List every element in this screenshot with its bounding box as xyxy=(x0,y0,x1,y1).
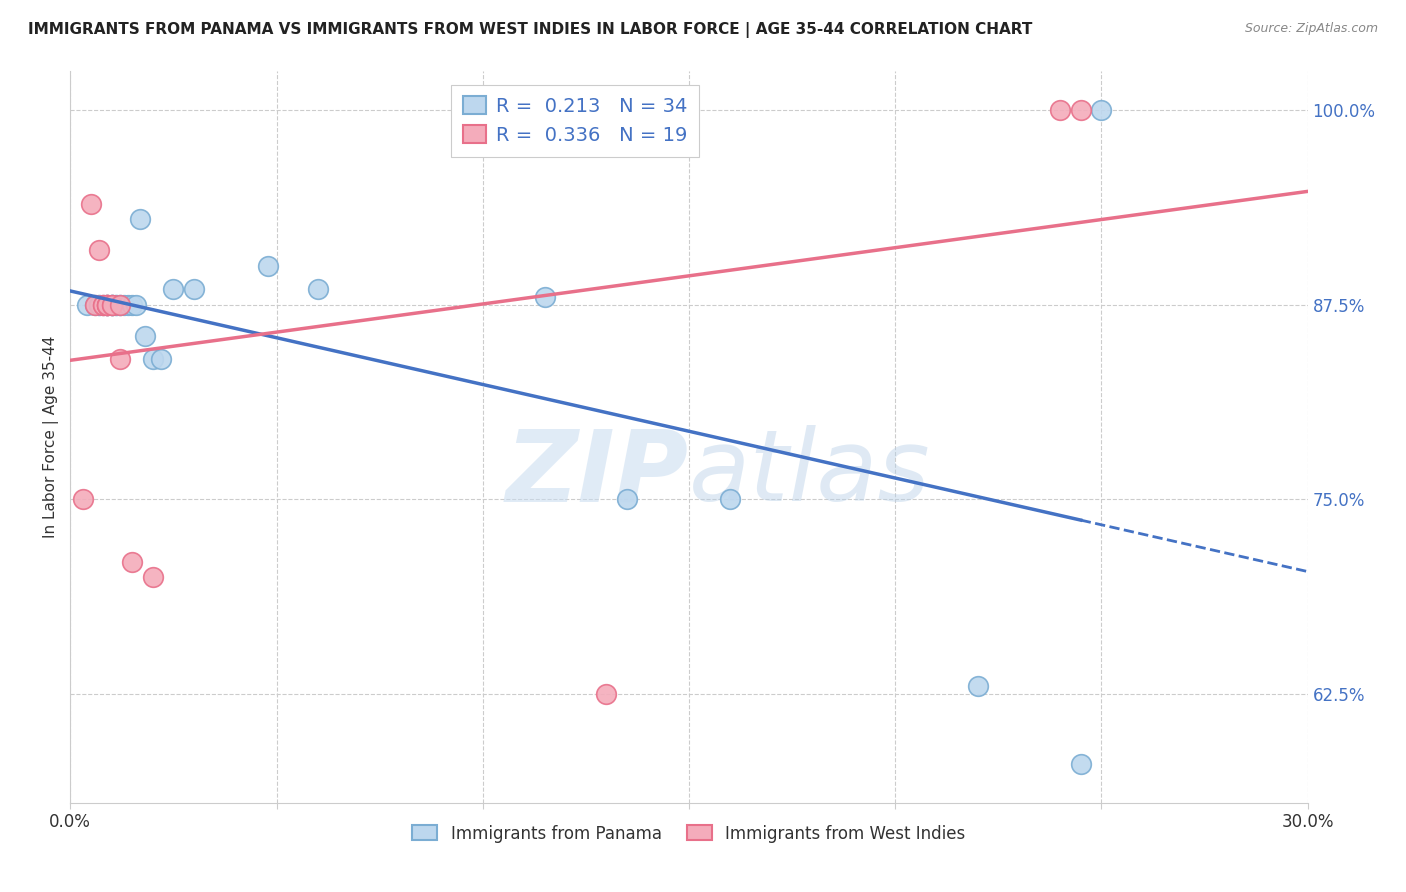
Point xyxy=(117,298,139,312)
Point xyxy=(142,570,165,584)
Text: atlas: atlas xyxy=(689,425,931,522)
Point xyxy=(100,298,122,312)
Point xyxy=(84,298,107,312)
Point xyxy=(89,298,111,312)
Point xyxy=(257,259,280,273)
Point xyxy=(96,298,118,312)
Point xyxy=(1070,756,1092,771)
Point xyxy=(100,298,122,312)
Point xyxy=(80,196,103,211)
Point xyxy=(718,492,741,507)
Point xyxy=(84,298,107,312)
Text: Source: ZipAtlas.com: Source: ZipAtlas.com xyxy=(1244,22,1378,36)
Point xyxy=(96,298,118,312)
Point xyxy=(595,687,617,701)
Point xyxy=(96,298,118,312)
Point xyxy=(76,298,98,312)
Point xyxy=(129,212,152,227)
Point xyxy=(100,298,122,312)
Point xyxy=(108,298,131,312)
Point xyxy=(121,555,143,569)
Point xyxy=(1049,103,1071,118)
Point xyxy=(100,298,122,312)
Point xyxy=(616,492,638,507)
Point xyxy=(91,298,114,312)
Point xyxy=(142,352,165,367)
Y-axis label: In Labor Force | Age 35-44: In Labor Force | Age 35-44 xyxy=(44,336,59,538)
Point xyxy=(162,282,184,296)
Point xyxy=(183,282,205,296)
Point xyxy=(96,298,118,312)
Point xyxy=(91,298,114,312)
Point xyxy=(91,298,114,312)
Point xyxy=(1090,103,1112,118)
Point xyxy=(96,298,118,312)
Point xyxy=(100,298,122,312)
Point xyxy=(125,298,148,312)
Text: IMMIGRANTS FROM PANAMA VS IMMIGRANTS FROM WEST INDIES IN LABOR FORCE | AGE 35-44: IMMIGRANTS FROM PANAMA VS IMMIGRANTS FRO… xyxy=(28,22,1032,38)
Point xyxy=(72,492,94,507)
Point xyxy=(104,298,127,312)
Point xyxy=(112,298,135,312)
Legend: Immigrants from Panama, Immigrants from West Indies: Immigrants from Panama, Immigrants from … xyxy=(406,818,972,849)
Point xyxy=(96,298,118,312)
Point xyxy=(533,290,555,304)
Text: ZIP: ZIP xyxy=(506,425,689,522)
Point xyxy=(108,352,131,367)
Point xyxy=(307,282,329,296)
Point xyxy=(100,298,122,312)
Point xyxy=(121,298,143,312)
Point xyxy=(966,679,988,693)
Point xyxy=(89,244,111,258)
Point xyxy=(89,298,111,312)
Point xyxy=(104,298,127,312)
Point xyxy=(1070,103,1092,118)
Point xyxy=(108,298,131,312)
Point xyxy=(108,298,131,312)
Point xyxy=(96,298,118,312)
Point xyxy=(150,352,173,367)
Point xyxy=(134,329,156,343)
